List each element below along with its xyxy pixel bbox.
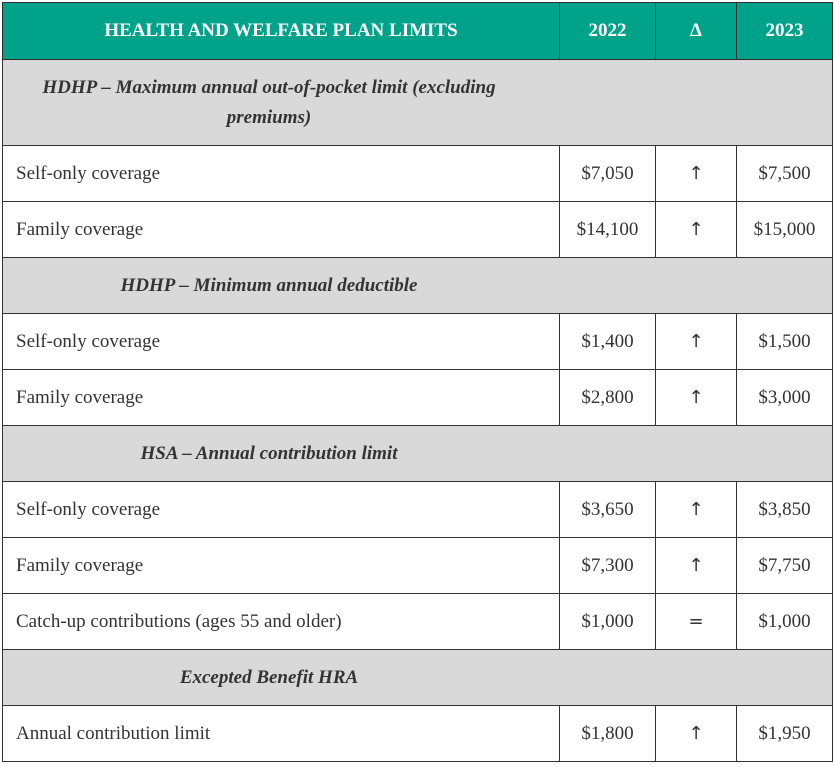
section-title: HDHP – Minimum annual deductible xyxy=(120,274,418,296)
header-2022: 2022 xyxy=(559,2,656,60)
row-label: Self-only coverage xyxy=(2,313,560,370)
section-title: HDHP – Maximum annual out-of-pocket limi… xyxy=(42,76,496,128)
table-row: Family coverage $14,100 ↑ $15,000 xyxy=(2,201,833,258)
row-label: Family coverage xyxy=(2,201,560,258)
value-2022: $1,000 xyxy=(559,593,656,650)
change-indicator: ↑ xyxy=(655,313,737,370)
row-label: Family coverage xyxy=(2,537,560,594)
table-row: Self-only coverage $1,400 ↑ $1,500 xyxy=(2,313,833,370)
section-title: Excepted Benefit HRA xyxy=(179,666,359,688)
table-row: Annual contribution limit $1,800 ↑ $1,95… xyxy=(2,705,833,762)
header-delta: Δ xyxy=(655,2,737,60)
value-2023: $3,000 xyxy=(736,369,833,426)
change-indicator: ↑ xyxy=(655,705,737,762)
value-2022: $14,100 xyxy=(559,201,656,258)
value-2023: $1,000 xyxy=(736,593,833,650)
section-header: HSA – Annual contribution limit xyxy=(2,425,833,482)
row-label: Self-only coverage xyxy=(2,481,560,538)
value-2023: $7,750 xyxy=(736,537,833,594)
value-2023: $3,850 xyxy=(736,481,833,538)
section-title: HSA – Annual contribution limit xyxy=(140,442,398,464)
change-indicator: ↑ xyxy=(655,481,737,538)
change-indicator: ↑ xyxy=(655,145,737,202)
table-row: Family coverage $7,300 ↑ $7,750 xyxy=(2,537,833,594)
header-2023: 2023 xyxy=(736,2,833,60)
value-2023: $1,500 xyxy=(736,313,833,370)
section-header: HDHP – Minimum annual deductible xyxy=(2,257,833,314)
row-label: Self-only coverage xyxy=(2,145,560,202)
change-indicator: = xyxy=(655,593,737,650)
table-row: Family coverage $2,800 ↑ $3,000 xyxy=(2,369,833,426)
value-2022: $3,650 xyxy=(559,481,656,538)
value-2023: $15,000 xyxy=(736,201,833,258)
change-indicator: ↑ xyxy=(655,537,737,594)
row-label: Annual contribution limit xyxy=(2,705,560,762)
change-indicator: ↑ xyxy=(655,201,737,258)
header-title: HEALTH AND WELFARE PLAN LIMITS xyxy=(2,2,560,60)
value-2022: $7,050 xyxy=(559,145,656,202)
value-2022: $1,400 xyxy=(559,313,656,370)
table-row: Self-only coverage $7,050 ↑ $7,500 xyxy=(2,145,833,202)
value-2022: $1,800 xyxy=(559,705,656,762)
section-header: Excepted Benefit HRA xyxy=(2,649,833,706)
row-label: Catch-up contributions (ages 55 and olde… xyxy=(2,593,560,650)
change-indicator: ↑ xyxy=(655,369,737,426)
row-label: Family coverage xyxy=(2,369,560,426)
section-header: HDHP – Maximum annual out-of-pocket limi… xyxy=(2,59,833,146)
value-2023: $1,950 xyxy=(736,705,833,762)
header-row: HEALTH AND WELFARE PLAN LIMITS 2022 Δ 20… xyxy=(2,2,833,60)
table-row: Catch-up contributions (ages 55 and olde… xyxy=(2,593,833,650)
table-row: Self-only coverage $3,650 ↑ $3,850 xyxy=(2,481,833,538)
value-2023: $7,500 xyxy=(736,145,833,202)
value-2022: $7,300 xyxy=(559,537,656,594)
value-2022: $2,800 xyxy=(559,369,656,426)
